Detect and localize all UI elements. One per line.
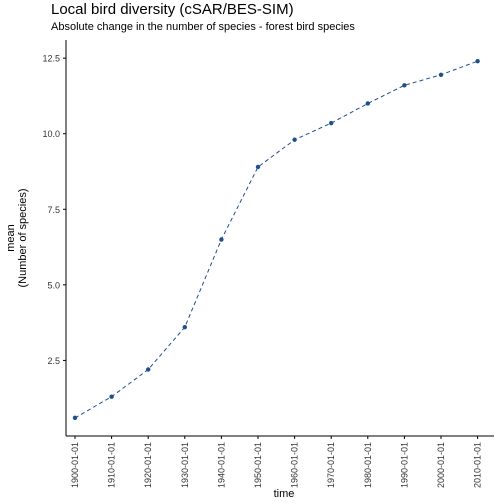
data-point — [109, 394, 114, 399]
data-point — [146, 367, 151, 372]
x-tick-label: 1950-01-01 — [253, 442, 263, 488]
x-axis-ticks: 1900-01-01 1910-01-01 1920-01-01 1930-01-01… — [70, 436, 483, 488]
y-tick-label: 7.5 — [47, 205, 60, 215]
data-point — [72, 415, 78, 421]
x-tick-label: 1900-01-01 — [70, 442, 80, 488]
data-point — [438, 72, 444, 77]
y-axis-label: mean (Number of species) — [5, 188, 29, 287]
chart-title: Local bird diversity (cSAR/BES-SIM) — [51, 1, 294, 18]
y-axis-label-line: mean — [5, 224, 17, 252]
data-point — [182, 324, 187, 330]
x-tick-label: 1930-01-01 — [180, 442, 190, 488]
x-tick-label: 1960-01-01 — [290, 442, 300, 488]
x-tick-label: 2010-01-01 — [473, 442, 483, 488]
y-tick-label: 2.5 — [47, 356, 60, 366]
x-axis-label: time — [274, 488, 295, 500]
data-point — [402, 83, 407, 88]
y-tick-label: 10.0 — [42, 129, 60, 139]
data-point — [219, 237, 224, 242]
y-axis-label-line: (Number of species) — [17, 188, 29, 287]
x-tick-label: 1920-01-01 — [143, 442, 153, 488]
x-tick-label: 1980-01-01 — [363, 442, 373, 488]
x-tick-label: 2000-01-01 — [436, 442, 446, 488]
data-point — [365, 101, 370, 106]
data-point — [475, 58, 480, 64]
y-axis-ticks: 2.5 5.0 7.5 10.0 12.5 — [42, 54, 66, 366]
x-tick-label: 1940-01-01 — [216, 442, 226, 488]
x-tick-label: 1990-01-01 — [399, 442, 409, 488]
data-point — [292, 137, 297, 142]
y-tick-label: 5.0 — [47, 280, 60, 290]
data-point — [255, 164, 261, 170]
x-tick-label: 1910-01-01 — [107, 442, 117, 488]
y-tick-label: 12.5 — [42, 54, 60, 64]
data-points — [72, 58, 480, 421]
series-line — [74, 60, 478, 419]
data-point — [329, 120, 334, 126]
chart-subtitle: Absolute change in the number of species… — [51, 21, 355, 33]
x-tick-label: 1970-01-01 — [326, 442, 336, 488]
